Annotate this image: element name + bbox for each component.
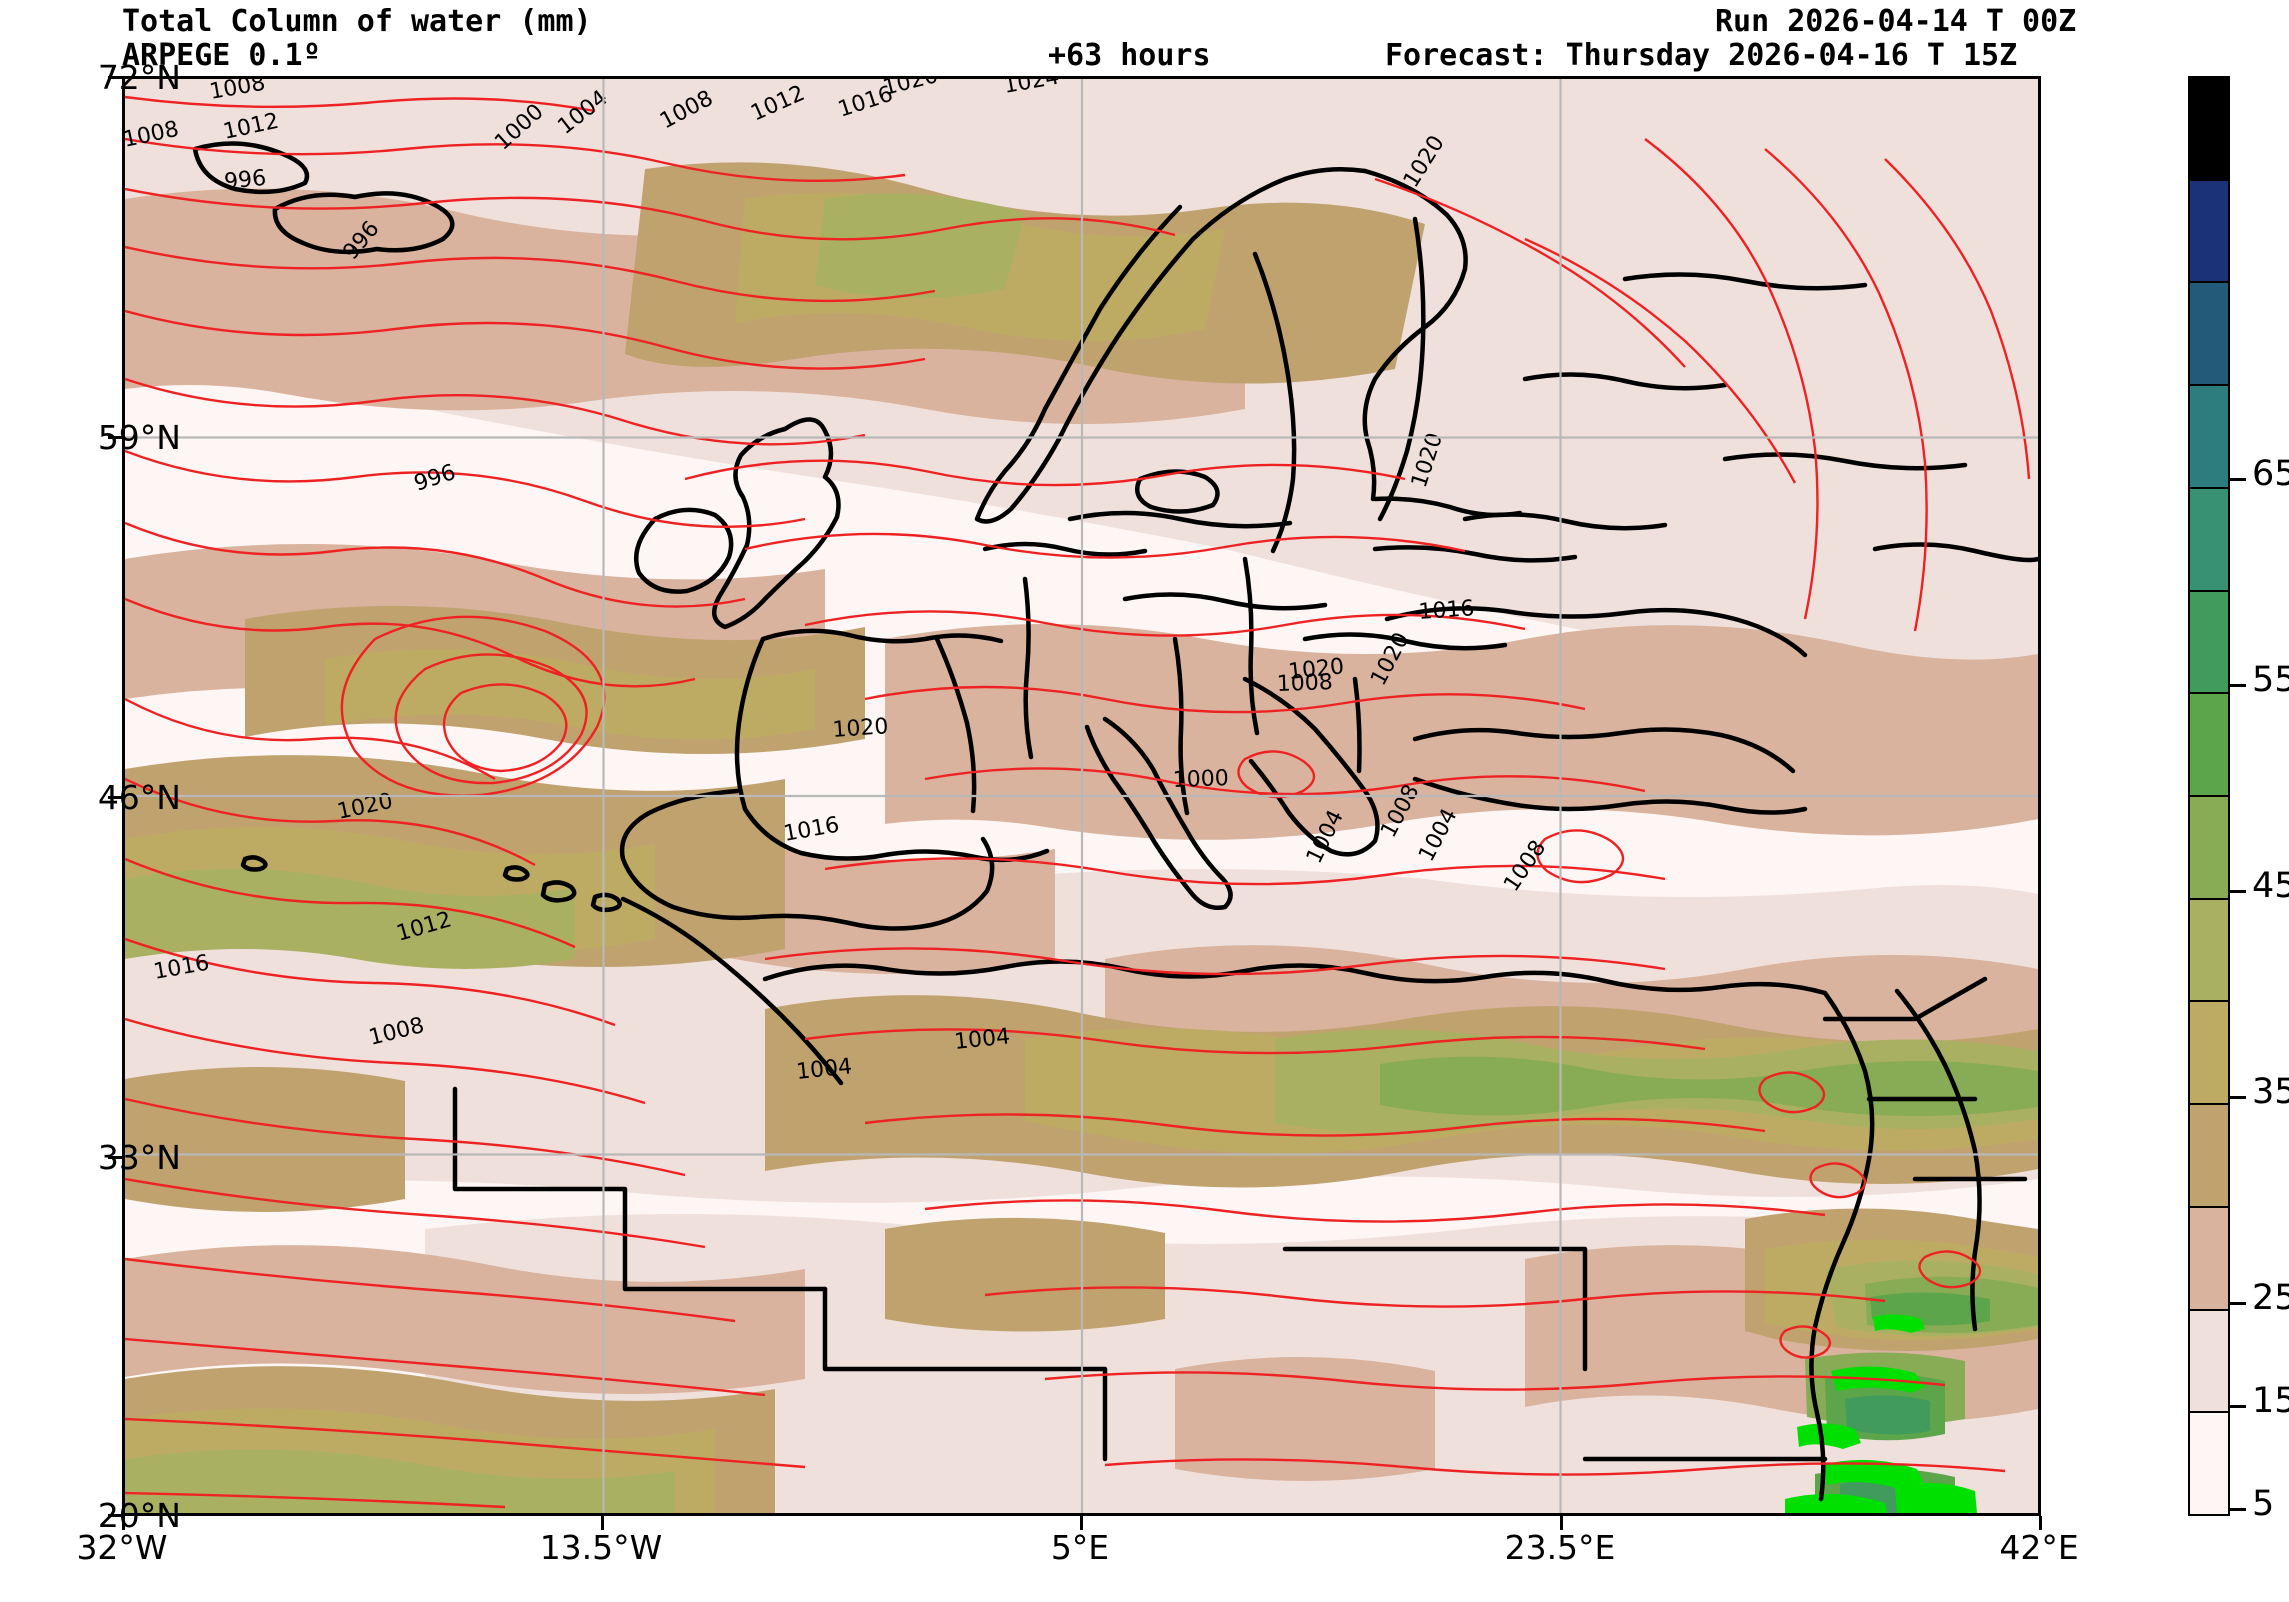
y-axis-label-33n: 33°N	[97, 1138, 181, 1177]
x-tick	[601, 1516, 604, 1530]
y-axis-label-20n: 20°N	[97, 1496, 181, 1535]
x-axis-label-42e: 42°E	[1999, 1528, 2079, 1567]
colorbar-band-45-50	[2190, 589, 2228, 693]
colorbar-band-5-10	[2190, 1411, 2228, 1515]
y-tick	[108, 1514, 122, 1517]
x-tick	[122, 1516, 125, 1530]
x-axis-label-23p5e: 23.5°E	[1504, 1528, 1616, 1567]
colorbar-band-60-65	[2190, 281, 2228, 385]
colorbar-band-70-75	[2190, 78, 2228, 179]
colorbar-band-55-60	[2190, 384, 2228, 487]
map-plot-area: 1008 1012 1008 996 1000 1004 1008 1012 1…	[122, 76, 2041, 1516]
colorbar	[2188, 76, 2230, 1516]
colorbar-tick	[2230, 890, 2246, 893]
y-axis-label-72n: 72°N	[97, 58, 181, 97]
x-axis-label-32w: 32°W	[76, 1528, 168, 1567]
svg-text:1004: 1004	[953, 1024, 1011, 1055]
svg-text:1020: 1020	[1287, 654, 1345, 685]
forecast-datetime-label: Forecast: Thursday 2026-04-16 T 15Z	[1385, 38, 2018, 73]
colorbar-tick	[2230, 478, 2246, 481]
x-axis-label-13p5w: 13.5°W	[539, 1528, 663, 1567]
y-tick	[108, 436, 122, 439]
colorbar-label-45: 45	[2252, 866, 2289, 906]
colorbar-tick	[2230, 1508, 2246, 1511]
colorbar-band-10-15	[2190, 1308, 2228, 1412]
colorbar-label-5: 5	[2252, 1484, 2275, 1524]
model-label: ARPEGE 0.1º	[122, 38, 321, 73]
svg-text:1020: 1020	[832, 714, 890, 743]
colorbar-band-15-20	[2190, 1205, 2228, 1309]
colorbar-band-25-30	[2190, 1000, 2228, 1104]
coastline-layer	[192, 141, 2038, 1502]
colorbar-label-25: 25	[2252, 1278, 2289, 1318]
x-tick	[1080, 1516, 1083, 1530]
colorbar-tick	[2230, 1096, 2246, 1099]
colorbar-band-30-35	[2190, 897, 2228, 1001]
colorbar-label-35: 35	[2252, 1072, 2289, 1112]
colorbar-label-15: 15	[2252, 1381, 2289, 1421]
x-axis-label-5e: 5°E	[1050, 1528, 1110, 1567]
y-axis-label-59n: 59°N	[97, 418, 181, 457]
colorbar-band-65-70	[2190, 178, 2228, 282]
colorbar-label-65: 65	[2252, 454, 2289, 494]
isobar-layer	[125, 95, 2031, 1509]
x-tick	[1560, 1516, 1563, 1530]
y-tick	[108, 1156, 122, 1159]
y-axis-label-46n: 46°N	[97, 778, 181, 817]
colorbar-band-20-25	[2190, 1103, 2228, 1206]
svg-text:1016: 1016	[1418, 596, 1476, 625]
colorbar-label-55: 55	[2252, 660, 2289, 700]
colorbar-tick	[2230, 684, 2246, 687]
colorbar-band-35-40	[2190, 795, 2228, 898]
svg-text:1000: 1000	[1172, 766, 1229, 793]
y-tick	[108, 796, 122, 799]
colorbar-tick	[2230, 1405, 2246, 1408]
run-datetime-label: Run 2026-04-14 T 00Z	[1715, 4, 2077, 39]
svg-text:1008: 1008	[1276, 670, 1333, 697]
page-title: Total Column of water (mm)	[122, 4, 592, 39]
colorbar-tick	[2230, 1302, 2246, 1305]
svg-text:1004: 1004	[795, 1054, 853, 1085]
lead-time-label: +63 hours	[1048, 38, 1211, 73]
svg-text:996: 996	[223, 166, 267, 195]
x-tick	[2039, 1516, 2042, 1530]
y-tick	[108, 76, 122, 79]
map-canvas: 1008 1012 1008 996 1000 1004 1008 1012 1…	[125, 79, 2038, 1513]
colorbar-band-40-45	[2190, 692, 2228, 796]
graticule-layer	[125, 79, 2038, 1513]
colorbar-band-50-55	[2190, 486, 2228, 590]
